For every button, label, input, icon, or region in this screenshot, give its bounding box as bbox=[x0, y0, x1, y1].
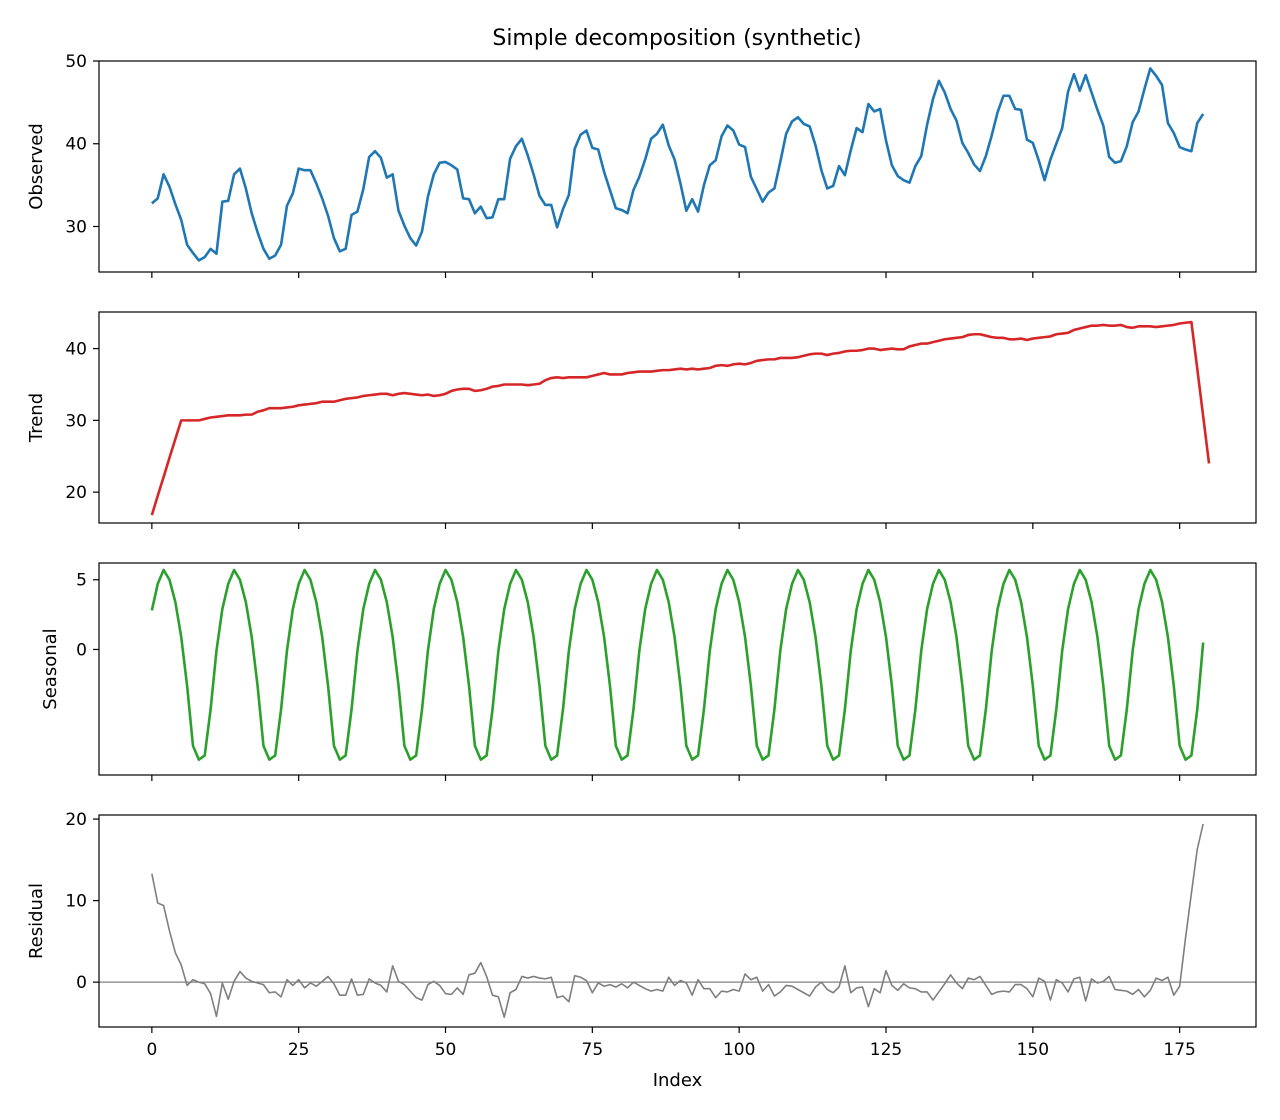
seasonal-ytick-label: 5 bbox=[76, 571, 87, 591]
trend-panel: 20 30 40 Trend bbox=[26, 311, 1257, 529]
residual-xtick-label: 75 bbox=[582, 1040, 604, 1060]
observed-ytick-label: 40 bbox=[65, 135, 87, 155]
trend-axes-frame bbox=[98, 311, 1257, 524]
residual-xtick-label: 50 bbox=[435, 1040, 457, 1060]
seasonal-ytick-label: 0 bbox=[76, 640, 87, 660]
residual-xtick-label: 150 bbox=[1017, 1040, 1049, 1060]
observed-axes-frame bbox=[98, 60, 1257, 273]
residual-ytick-label: 20 bbox=[65, 810, 87, 830]
trend-ytick-label: 20 bbox=[65, 483, 87, 503]
trend-ytick-label: 30 bbox=[65, 411, 87, 431]
trend-ytick-label: 40 bbox=[65, 340, 87, 360]
residual-panel: 0 10 20 0 25 50 75 100 125 150 175 Residual Index bbox=[26, 810, 1257, 1091]
subplot-panels: 30 40 50 Observed 20 30 40 Trend 0 5 Seasonal 0 10 20… bbox=[26, 52, 1257, 1091]
trend-series-line bbox=[150, 320, 1211, 516]
figure-title: Simple decomposition (synthetic) bbox=[492, 26, 861, 51]
observed-panel: 30 40 50 Observed bbox=[26, 52, 1257, 278]
residual-xtick-label: 0 bbox=[146, 1040, 157, 1060]
observed-ytick-label: 30 bbox=[65, 217, 87, 237]
residual-xtick-label: 100 bbox=[723, 1040, 755, 1060]
residual-xtick-label: 25 bbox=[288, 1040, 310, 1060]
residual-ytick-label: 0 bbox=[76, 973, 87, 993]
residual-series-line bbox=[151, 823, 1204, 1019]
observed-ylabel: Observed bbox=[26, 123, 47, 210]
residual-axes-frame bbox=[98, 814, 1257, 1028]
trend-ylabel: Trend bbox=[26, 393, 47, 443]
residual-xtick-label: 125 bbox=[870, 1040, 902, 1060]
seasonal-axes-frame bbox=[98, 562, 1257, 776]
residual-xtick-label: 175 bbox=[1163, 1040, 1195, 1060]
seasonal-panel: 0 5 Seasonal bbox=[40, 562, 1257, 781]
observed-ytick-label: 50 bbox=[65, 52, 87, 72]
residual-xlabel: Index bbox=[653, 1070, 703, 1091]
residual-ylabel: Residual bbox=[26, 883, 47, 959]
seasonal-series-line bbox=[150, 568, 1205, 761]
observed-series-line bbox=[151, 67, 1205, 262]
residual-ytick-label: 10 bbox=[65, 892, 87, 912]
seasonal-ylabel: Seasonal bbox=[40, 628, 61, 709]
